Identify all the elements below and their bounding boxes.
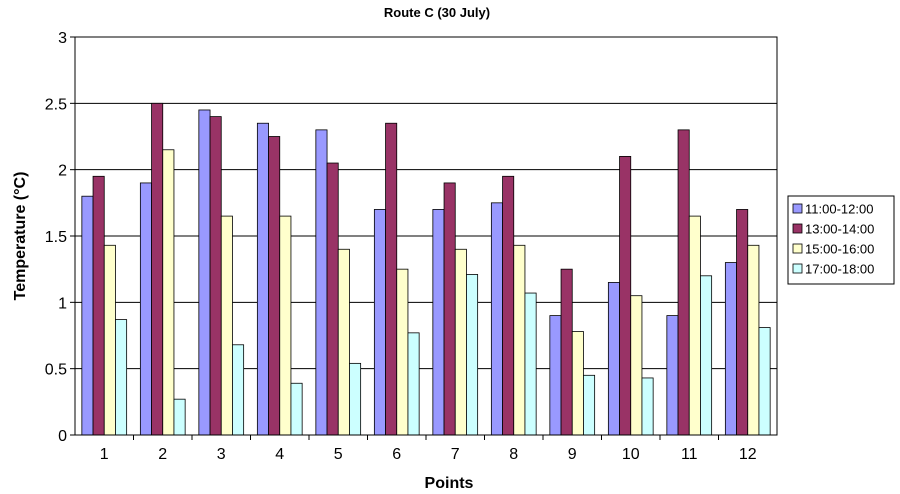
x-tick-label: 3 xyxy=(217,446,226,463)
x-tick-label: 9 xyxy=(568,446,577,463)
bar-2-point-3 xyxy=(209,116,222,436)
chart-title: Route C (30 July) xyxy=(384,5,490,20)
bar-4-point-3 xyxy=(232,344,245,436)
bar-2-point-8 xyxy=(502,175,515,436)
plot-border xyxy=(74,36,778,436)
x-tick-label: 1 xyxy=(100,446,109,463)
bar-1-point-9 xyxy=(549,315,562,436)
bar-3-point-6 xyxy=(396,268,409,436)
bar-4-point-9 xyxy=(583,374,596,436)
bar-2-point-11 xyxy=(677,129,690,436)
legend-label: 15:00-16:00 xyxy=(805,242,874,257)
y-axis-title: Temperature (°C) xyxy=(12,172,29,301)
bar-3-point-4 xyxy=(279,215,292,436)
bar-1-point-10 xyxy=(607,282,620,436)
bar-3-point-1 xyxy=(103,244,116,436)
bar-4-point-8 xyxy=(524,292,537,436)
bar-2-point-5 xyxy=(326,162,339,436)
x-tick-label: 12 xyxy=(739,446,757,463)
legend: 11:00-12:00 13:00-14:00 15:00-16:00 17:00-1… xyxy=(787,195,895,285)
legend-swatch xyxy=(792,263,803,274)
bar-4-point-11 xyxy=(700,275,713,436)
x-tick-label: 11 xyxy=(681,446,698,463)
bar-2-point-9 xyxy=(560,268,573,436)
bar-1-point-8 xyxy=(490,202,503,436)
y-tick-label: 2 xyxy=(58,163,67,180)
y-tick-label: 3 xyxy=(58,30,67,47)
bar-4-point-5 xyxy=(349,362,362,436)
x-tick-label: 8 xyxy=(509,446,518,463)
bar-1-point-4 xyxy=(256,122,269,436)
bar-1-point-7 xyxy=(432,209,445,436)
bar-2-point-2 xyxy=(151,102,164,436)
y-tick-label: 0 xyxy=(58,428,67,445)
bar-2-point-7 xyxy=(443,182,456,436)
x-axis-title: Points xyxy=(425,475,474,492)
x-tick-label: 4 xyxy=(275,446,284,463)
bar-3-point-7 xyxy=(454,248,467,436)
bar-4-point-1 xyxy=(115,319,128,436)
bar-2-point-6 xyxy=(385,122,398,436)
x-tick-label: 10 xyxy=(622,446,640,463)
x-tick-label: 5 xyxy=(334,446,343,463)
bar-4-point-12 xyxy=(758,327,771,436)
legend-swatch xyxy=(792,243,803,254)
bar-3-point-2 xyxy=(162,149,175,436)
y-tick-label: 1.5 xyxy=(45,229,67,246)
y-tick-label: 0.5 xyxy=(45,362,67,379)
legend-swatch xyxy=(792,223,803,234)
bar-2-point-4 xyxy=(268,136,281,436)
bar-1-point-1 xyxy=(81,195,94,436)
bar-4-point-6 xyxy=(407,332,420,436)
bar-1-point-2 xyxy=(139,182,152,436)
bar-3-point-5 xyxy=(337,248,350,436)
bar-4-point-7 xyxy=(466,274,479,436)
bar-1-point-6 xyxy=(373,209,386,436)
bar-3-point-8 xyxy=(513,244,526,436)
bar-3-point-9 xyxy=(571,331,584,436)
bar-4-point-10 xyxy=(641,377,654,436)
bar-4-point-2 xyxy=(173,398,186,436)
bar-4-point-4 xyxy=(290,382,303,436)
legend-swatch xyxy=(792,203,803,214)
bar-1-point-11 xyxy=(666,315,679,436)
bar-3-point-11 xyxy=(688,215,701,436)
bar-2-point-1 xyxy=(92,175,105,436)
y-tick-label: 2.5 xyxy=(45,96,67,113)
bar-2-point-12 xyxy=(736,209,749,436)
plot-area: 00.511.522.531 2 3 4 5 6 7 8 9 10 11 12 xyxy=(45,30,778,463)
bar-1-point-5 xyxy=(315,129,328,436)
bar-3-point-3 xyxy=(220,215,233,436)
bar-3-point-10 xyxy=(630,295,643,436)
bar-1-point-3 xyxy=(198,109,211,436)
legend-label: 17:00-18:00 xyxy=(805,262,874,277)
y-tick-label: 1 xyxy=(58,295,67,312)
legend-label: 13:00-14:00 xyxy=(805,222,874,237)
bar-3-point-12 xyxy=(747,244,760,436)
x-tick-label: 2 xyxy=(158,446,167,463)
legend-box xyxy=(787,195,895,285)
x-tick-label: 6 xyxy=(392,446,401,463)
x-tick-label: 7 xyxy=(451,446,460,463)
bar-1-point-12 xyxy=(724,262,737,436)
legend-label: 11:00-12:00 xyxy=(805,202,873,217)
bar-2-point-10 xyxy=(619,155,632,436)
